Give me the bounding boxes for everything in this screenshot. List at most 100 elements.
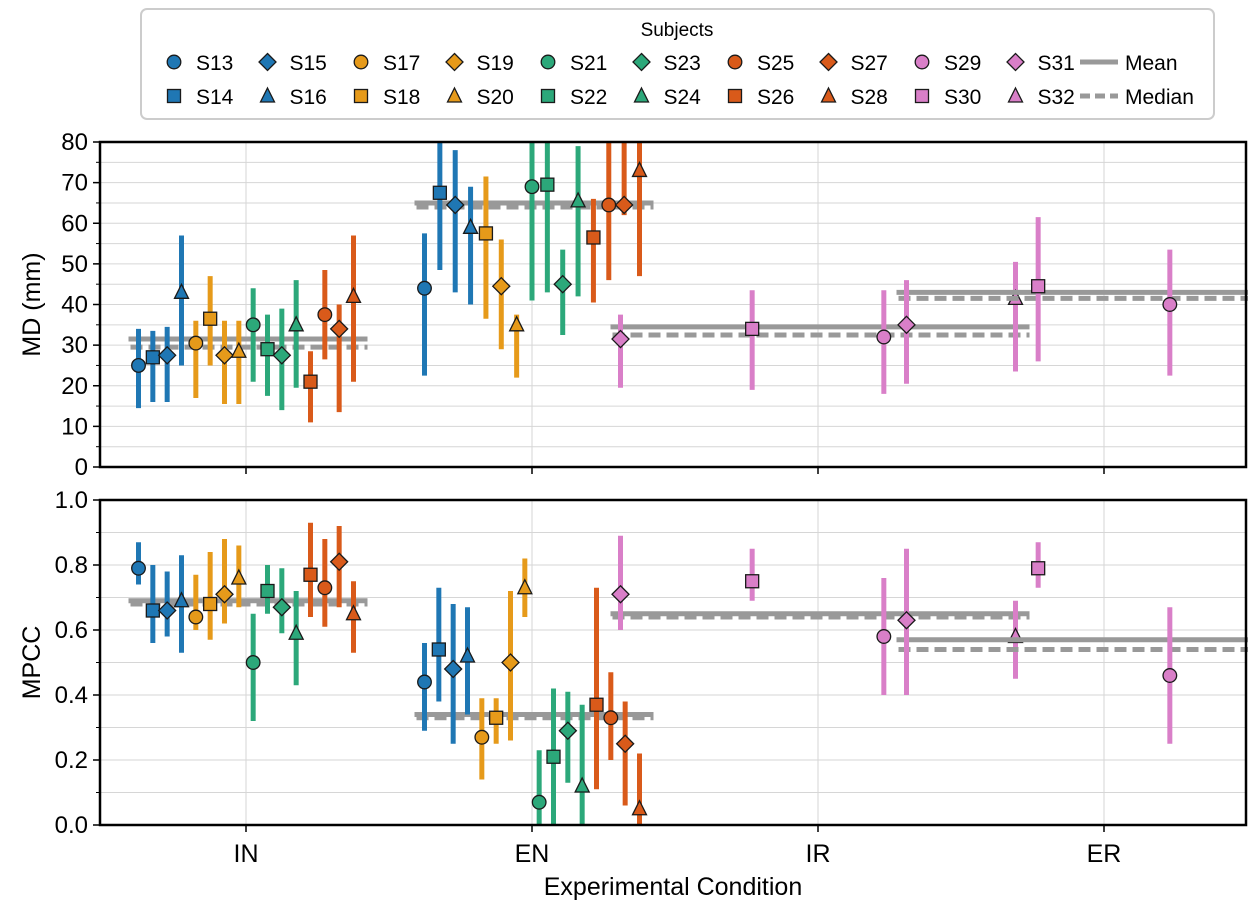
point-s20-en	[516, 578, 533, 595]
legend-items: S13 S14 S15 S16 S17 S18 S19 S20 S21 S22 S23 S24 S25 S…	[166, 52, 1075, 109]
point-s28-in	[345, 286, 362, 304]
point-s19-in	[215, 345, 234, 365]
legend-label-s21: S21	[570, 52, 607, 75]
legend-marker-s14	[166, 88, 182, 104]
point-s16-en	[462, 217, 479, 234]
legend-label-s16: S16	[290, 86, 327, 109]
point-s25-en	[603, 710, 619, 726]
legend-label-s29: S29	[944, 52, 981, 75]
point-s15-en	[445, 195, 465, 215]
point-s23-in	[272, 345, 292, 365]
y-tick-label: 0.4	[55, 682, 88, 709]
legend-marker-s22	[540, 88, 556, 104]
point-s29-ir	[876, 629, 892, 644]
point-s27-in	[329, 552, 349, 572]
x-tick-label-ir: IR	[806, 840, 831, 868]
y-tick-label: 30	[61, 332, 88, 359]
legend-label-s18: S18	[383, 86, 420, 109]
legend-median-label: Median	[1125, 86, 1194, 109]
point-s19-en	[491, 276, 511, 296]
legend-label-s22: S22	[570, 86, 607, 109]
point-s25-in	[317, 580, 333, 596]
legend-label-s23: S23	[664, 52, 701, 75]
point-s31-ir	[611, 329, 630, 349]
legend-label-s24: S24	[664, 86, 702, 109]
point-s19-in	[215, 584, 234, 604]
point-s25-en	[601, 197, 617, 213]
point-s29-er	[1162, 297, 1178, 312]
point-s16-en	[459, 646, 476, 663]
point-s25-in	[317, 307, 333, 323]
legend-label-s13: S13	[196, 52, 233, 75]
point-s18-in	[203, 596, 218, 612]
legend-label-s26: S26	[757, 86, 794, 109]
legend-marker-s29	[914, 54, 930, 70]
x-tick-label-er: ER	[1087, 840, 1122, 868]
legend: Subjects S13S14S15S16S17S18S19S20S21S22S…	[140, 8, 1215, 120]
legend-marker-s19	[445, 52, 464, 72]
y-tick-label: 1.0	[55, 487, 88, 514]
y-tick-label: 0.8	[55, 552, 88, 579]
point-s16-in	[173, 282, 190, 299]
legend-label-s27: S27	[851, 52, 888, 75]
point-s27-in	[329, 319, 349, 339]
point-s29-er	[1162, 668, 1178, 683]
legend-marker-s27	[819, 52, 838, 72]
axes-frame	[98, 498, 1248, 827]
point-s26-in	[303, 374, 318, 389]
point-s24-en	[570, 191, 587, 208]
point-s18-en	[489, 710, 504, 725]
point-s14-in	[145, 350, 160, 365]
point-s24-en	[574, 776, 591, 793]
legend-marker-s25	[727, 54, 743, 70]
point-s17-in	[188, 609, 204, 625]
point-s17-en	[474, 729, 490, 745]
legend-marker-s32	[1007, 86, 1024, 103]
point-s16-in	[173, 591, 190, 608]
y-tick-label: 60	[61, 210, 88, 237]
point-s13-en	[417, 674, 432, 690]
point-s14-en	[432, 185, 448, 200]
point-s27-en	[614, 195, 634, 215]
legend-marker-s30	[914, 88, 930, 104]
legend-marker-s31	[1006, 52, 1025, 72]
y-tick-label: 0.0	[55, 812, 88, 839]
point-s26-en	[586, 230, 601, 245]
legend-marker-s15	[258, 52, 277, 72]
legend-label-s19: S19	[477, 52, 514, 75]
point-s24-in	[288, 623, 305, 640]
legend-label-s30: S30	[944, 86, 981, 109]
point-s22-in	[260, 583, 275, 599]
legend-label-s32: S32	[1038, 86, 1075, 109]
point-s21-in	[245, 655, 261, 670]
legend-marker-s20	[446, 86, 463, 103]
y-axis-label-mpcc: MPCC	[18, 626, 46, 700]
mpcc-panel: 0.0 0.2 0.4 0.6 0.8 1.0 MPCC	[18, 487, 1248, 839]
point-s18-en	[478, 226, 494, 241]
point-s29-ir	[876, 329, 892, 345]
legend-marker-s24	[633, 86, 650, 103]
legend-marker-s26	[727, 88, 743, 104]
legend-marker-s23	[632, 52, 651, 72]
point-s20-in	[230, 341, 247, 358]
point-s20-en	[508, 315, 525, 332]
point-s13-in	[131, 357, 146, 373]
axes-frame	[98, 140, 1248, 469]
y-tick-label: 0	[75, 454, 88, 481]
point-s30-er	[1031, 279, 1046, 294]
point-s22-in	[260, 342, 275, 357]
point-s17-in	[188, 335, 204, 351]
point-s23-en	[553, 274, 573, 294]
point-s18-in	[203, 311, 218, 326]
legend-marker-s28	[820, 86, 837, 103]
y-tick-label: 20	[61, 373, 88, 400]
point-s31-er	[897, 610, 916, 630]
legend-label-s31: S31	[1038, 52, 1075, 75]
point-s14-in	[145, 603, 160, 618]
y-tick-label: 0.6	[55, 617, 88, 644]
y-tick-label: 0.2	[55, 747, 88, 774]
point-s23-en	[558, 721, 578, 741]
legend-mean-label: Mean	[1125, 52, 1178, 75]
point-s14-en	[431, 642, 446, 657]
